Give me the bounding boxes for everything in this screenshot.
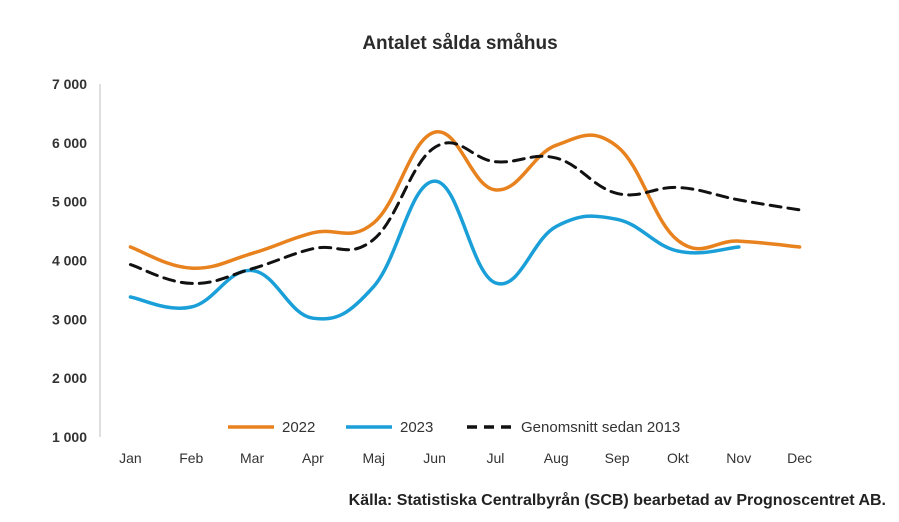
y-tick-labels: 1 000 2 000 3 000 4 000 5 000 6 000 7 000: [52, 76, 87, 445]
legend: 2022 2023 Genomsnitt sedan 2013: [228, 419, 680, 436]
series-line-1: [128, 179, 741, 321]
x-tick-label: Feb: [179, 450, 203, 466]
y-tick-label: 6 000: [52, 135, 87, 151]
source-note: Källa: Statistiska Centralbyrån (SCB) be…: [349, 491, 886, 509]
y-tick-label: 4 000: [52, 253, 87, 269]
x-tick-label: Apr: [302, 450, 324, 466]
x-tick-label: Aug: [544, 450, 569, 466]
x-tick-label: Jan: [119, 450, 142, 466]
x-tick-label: Jun: [423, 450, 446, 466]
y-tick-label: 3 000: [52, 311, 87, 327]
y-tick-label: 1 000: [52, 429, 87, 445]
series-lines: [128, 130, 802, 321]
legend-label: Genomsnitt sedan 2013: [521, 419, 680, 436]
legend-label: 2023: [400, 419, 433, 436]
y-tick-label: 5 000: [52, 194, 87, 210]
series-line-0: [128, 130, 802, 270]
legend-label: 2022: [282, 419, 315, 436]
x-tick-label: Maj: [362, 450, 385, 466]
y-tick-label: 7 000: [52, 76, 87, 92]
x-tick-label: Mar: [240, 450, 264, 466]
chart-title: Antalet sålda småhus: [362, 33, 557, 54]
x-tick-label: Sep: [605, 450, 630, 466]
x-tick-label: Okt: [667, 450, 689, 466]
series-line-2: [128, 141, 802, 285]
x-tick-label: Jul: [486, 450, 504, 466]
x-tick-label: Dec: [787, 450, 812, 466]
y-tick-label: 2 000: [52, 370, 87, 386]
x-tick-label: Nov: [726, 450, 751, 466]
x-tick-labels: Jan Feb Mar Apr Maj Jun Jul Aug Sep Okt Nov Dec: [119, 450, 812, 466]
